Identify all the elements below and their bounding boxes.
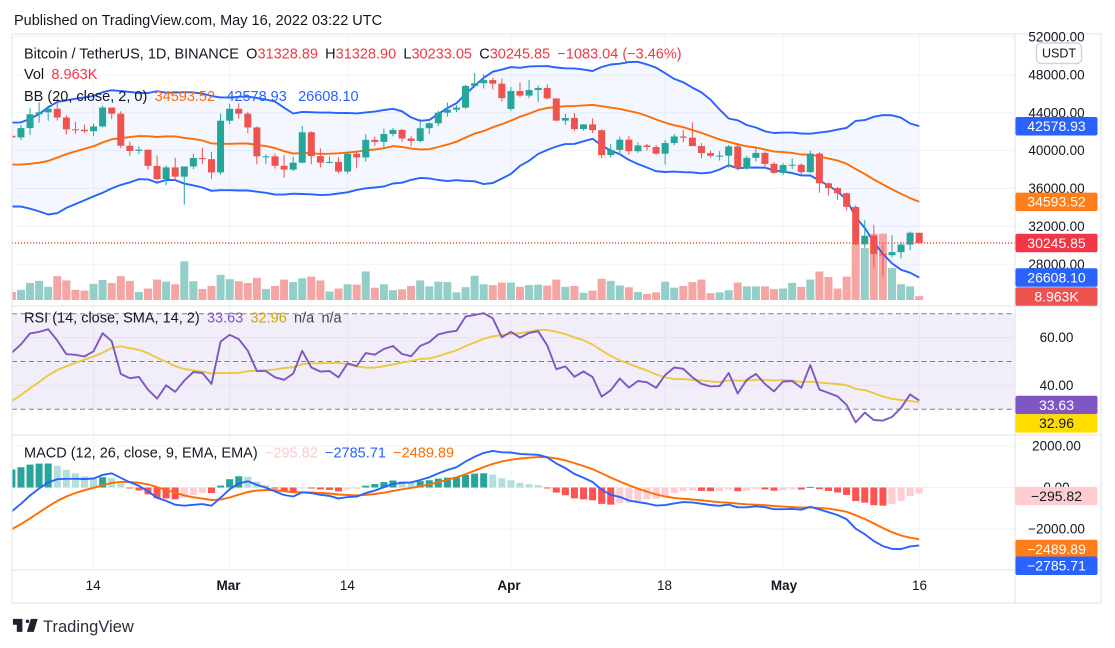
svg-text:−295.82: −295.82 [1031, 488, 1082, 504]
svg-text:TradingView: TradingView [43, 618, 134, 636]
svg-text:−2000.00: −2000.00 [1028, 522, 1085, 537]
svg-text:48000.00: 48000.00 [1028, 68, 1084, 83]
svg-text:Apr: Apr [497, 578, 521, 593]
svg-text:36000.00: 36000.00 [1028, 181, 1084, 196]
svg-text:RSI (14, close, SMA, 14, 2) 33: RSI (14, close, SMA, 14, 2) 33.63 32.96 … [24, 311, 343, 327]
svg-text:34593.52: 34593.52 [1027, 194, 1086, 210]
svg-text:Mar: Mar [216, 578, 241, 593]
svg-text:28000.00: 28000.00 [1028, 257, 1084, 272]
svg-text:40000.00: 40000.00 [1028, 143, 1084, 158]
svg-text:30245.85: 30245.85 [1027, 235, 1086, 251]
svg-text:Bitcoin / TetherUS, 1D, BINANC: Bitcoin / TetherUS, 1D, BINANCE O31328.8… [24, 47, 682, 63]
svg-text:26608.10: 26608.10 [1027, 269, 1086, 285]
svg-text:Published on TradingView.com,: Published on TradingView.com, May 16, 20… [14, 13, 382, 29]
svg-text:2000.00: 2000.00 [1032, 439, 1081, 454]
svg-text:32000.00: 32000.00 [1028, 219, 1084, 234]
svg-text:BB (20, close, 2, 0) 34593.52: BB (20, close, 2, 0) 34593.52 42578.93 2… [24, 89, 359, 105]
svg-text:44000.00: 44000.00 [1028, 105, 1084, 120]
svg-text:42578.93: 42578.93 [1027, 118, 1086, 134]
svg-text:16: 16 [912, 578, 927, 593]
svg-text:60.00: 60.00 [1040, 330, 1074, 345]
svg-text:8.963K: 8.963K [1034, 288, 1079, 304]
svg-text:Vol 8.963K: Vol 8.963K [24, 67, 98, 83]
svg-text:33.63: 33.63 [1039, 397, 1074, 413]
svg-text:32.96: 32.96 [1039, 415, 1074, 431]
svg-text:40.00: 40.00 [1040, 378, 1074, 393]
svg-text:May: May [771, 578, 798, 593]
svg-text:14: 14 [340, 578, 356, 593]
svg-text:MACD (12, 26, close, 9, EMA, E: MACD (12, 26, close, 9, EMA, EMA) −295.8… [24, 446, 454, 462]
svg-text:−2489.89: −2489.89 [1027, 541, 1086, 557]
svg-text:14: 14 [86, 578, 102, 593]
svg-text:52000.00: 52000.00 [1028, 30, 1084, 45]
svg-text:18: 18 [657, 578, 672, 593]
svg-text:USDT: USDT [1042, 47, 1076, 61]
svg-text:−2785.71: −2785.71 [1027, 558, 1086, 574]
